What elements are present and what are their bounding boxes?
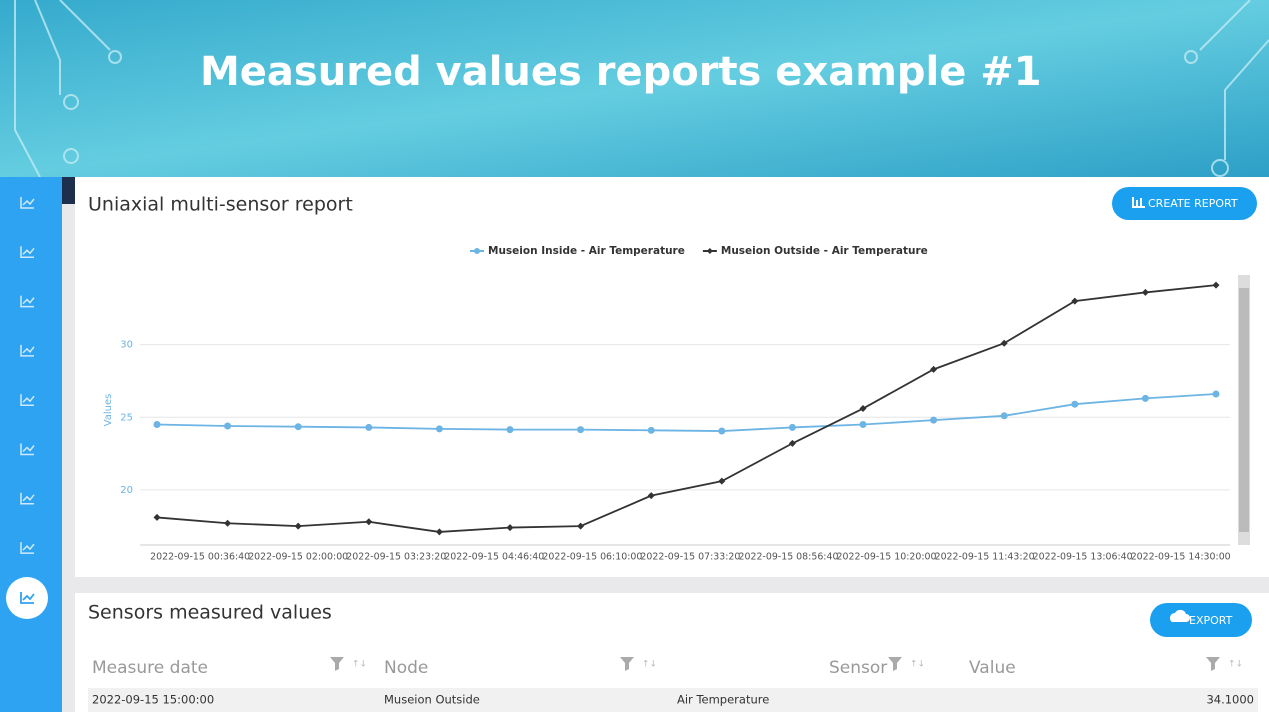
legend-item: Museion Outside - Air Temperature [702,245,928,257]
x-tick-label: 2022-09-15 07:33:20 [640,552,740,563]
series-line [156,393,1217,432]
x-tick-label: 2022-09-15 03:23:20 [346,552,446,563]
data-point [1212,281,1220,289]
data-point [788,423,796,431]
x-tick-label: 2022-09-15 10:20:00 [837,552,937,563]
sidebar-icon [20,197,35,209]
data-point [224,519,232,527]
sidebar-icon [20,394,35,406]
table-row-bg [88,688,1258,712]
data-point [1141,288,1149,296]
data-point [1212,390,1220,398]
sidebar-icon [20,246,35,259]
table-header: Sensor [829,658,887,678]
data-point [859,405,867,413]
data-point [577,426,585,434]
page-title: Measured values reports example #1 [200,49,1042,95]
data-point [1000,339,1008,347]
data-point [294,423,302,431]
data-point [1071,400,1079,408]
data-point [506,426,514,434]
data-point [435,425,443,433]
sidebar-icon [20,344,35,357]
data-point [294,522,302,530]
create-report-label: CREATE REPORT [1148,197,1238,210]
data-point [859,421,867,429]
sidebar-icon [20,295,35,308]
table-header: Value [969,658,1016,678]
data-point [930,365,938,373]
data-point [930,416,938,424]
sort-icon: ↑↓ [642,660,657,670]
filter-icon [330,657,344,671]
report-title: Uniaxial multi-sensor report [88,194,353,216]
x-tick-label: 2022-09-15 02:00:00 [248,552,348,563]
table-title: Sensors measured values [88,602,332,624]
data-point [1000,412,1008,420]
chart-icon [1132,197,1145,208]
data-point [365,518,373,526]
data-point [647,426,655,434]
table-cell: Air Temperature [677,693,769,707]
export-button[interactable] [1150,603,1252,637]
data-point [1141,394,1149,402]
table-header: Node [384,658,428,678]
series-line [156,284,1217,533]
x-tick-label: 2022-09-15 08:56:40 [738,552,838,563]
data-point [577,522,585,530]
x-tick-label: 2022-09-15 06:10:00 [542,552,642,563]
sidebar-icon [20,492,35,505]
table-cell: Museion Outside [384,693,480,707]
x-tick-label: 2022-09-15 00:36:40 [150,552,250,563]
y-tick-label: 30 [120,340,133,351]
table-header: Measure date [92,658,208,678]
x-tick-label: 2022-09-15 11:43:20 [935,552,1035,563]
legend-label: Museion Outside - Air Temperature [721,245,928,257]
data-point [788,439,796,447]
legend-marker [474,248,480,254]
x-tick-label: 2022-09-15 04:46:40 [444,552,544,563]
sidebar-active [6,577,48,619]
data-point [506,524,514,532]
sidebar-icon [20,542,35,554]
data-point [224,422,232,430]
data-point [365,423,373,431]
legend-item: Museion Inside - Air Temperature [470,245,685,257]
sidebar-icon [20,592,35,604]
x-tick-label: 2022-09-15 14:30:00 [1131,552,1231,563]
data-point [647,492,655,500]
export-label: EXPORT [1189,614,1233,627]
data-point [718,427,726,435]
y-tick-label: 20 [120,485,133,496]
table-cell: 2022-09-15 15:00:00 [92,693,214,707]
legend-label: Museion Inside - Air Temperature [488,245,685,257]
sidebar [0,177,62,712]
sort-icon: ↑↓ [1228,660,1243,670]
sidebar-icon [20,443,35,456]
sort-icon: ↑↓ [352,660,367,670]
banner [0,0,1269,177]
data-point [153,421,161,429]
legend-marker [706,248,713,254]
cloud-icon [1170,609,1190,622]
filter-icon [620,657,634,671]
data-point [435,528,443,536]
report-card [75,177,1269,577]
accent [62,177,75,204]
data-point [1071,297,1079,305]
decor [14,0,1269,178]
create-report-button[interactable] [1112,187,1257,220]
y-tick-label: 25 [120,412,133,423]
data-point [718,477,726,485]
table-cell: 34.1000 [1206,693,1254,707]
filter-icon [888,657,902,671]
sort-icon: ↑↓ [910,660,925,670]
data-point [153,513,161,521]
filter-icon [1206,657,1220,671]
scroll-thumb[interactable] [1239,288,1249,532]
y-axis-label: Values [103,394,114,427]
x-tick-label: 2022-09-15 13:06:40 [1033,552,1133,563]
